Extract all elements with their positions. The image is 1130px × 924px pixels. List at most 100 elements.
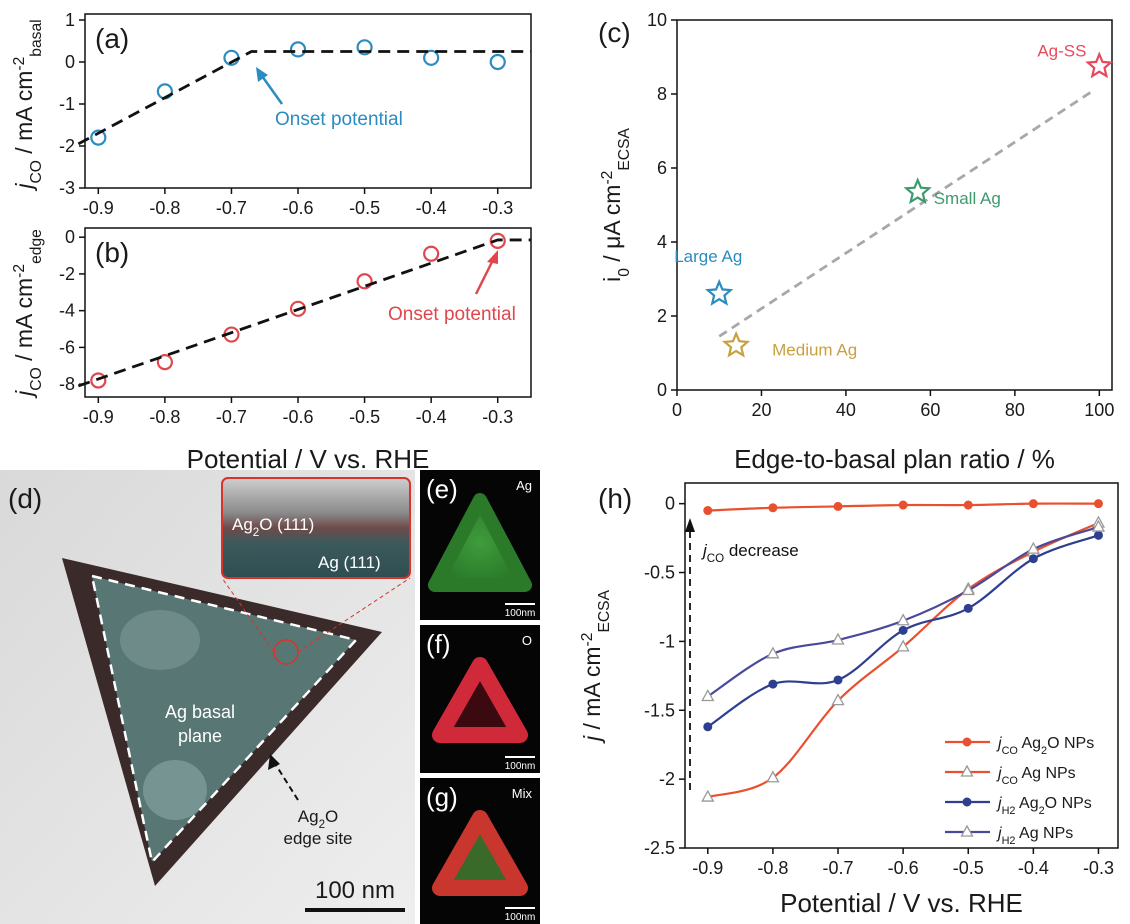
x-tick-label: 20 bbox=[751, 400, 771, 420]
y-axis-label-part: i bbox=[599, 277, 625, 282]
panel-e: (e) Ag 100nm bbox=[420, 470, 540, 620]
y-axis-label-part: / μA cm bbox=[599, 185, 625, 269]
x-axis-label: Potential / V vs. RHE bbox=[780, 888, 1023, 918]
marker bbox=[701, 689, 715, 702]
series-line bbox=[718, 90, 1092, 338]
legend-label: jH2 Ag NPs bbox=[996, 825, 1073, 847]
panel-label: (d) bbox=[8, 483, 42, 514]
x-tick-label: -0.7 bbox=[216, 198, 247, 218]
legend-marker bbox=[960, 764, 974, 777]
marker bbox=[1028, 499, 1038, 509]
y-axis-label-part: CO bbox=[28, 367, 45, 390]
zoom-line bbox=[221, 577, 275, 653]
marker bbox=[896, 613, 910, 626]
y-tick-label: 10 bbox=[647, 10, 667, 30]
x-tick-label: 40 bbox=[836, 400, 856, 420]
series-line bbox=[77, 238, 531, 388]
marker bbox=[423, 49, 440, 66]
marker bbox=[1093, 499, 1103, 509]
y-axis-label-part: -2 bbox=[11, 264, 28, 278]
y-tick-label: -2 bbox=[659, 769, 675, 789]
y-tick-label: -8 bbox=[59, 374, 75, 394]
marker bbox=[703, 506, 713, 516]
x-tick-label: -0.7 bbox=[822, 858, 853, 878]
marker bbox=[1028, 554, 1038, 564]
y-axis-label: jCO / mA cm-2edge bbox=[11, 229, 45, 399]
x-tick-label: 0 bbox=[672, 400, 682, 420]
edge-label: edge site bbox=[284, 829, 353, 848]
x-tick-label: -0.9 bbox=[83, 198, 114, 218]
marker bbox=[423, 245, 440, 262]
scale-label: 100nm bbox=[505, 608, 536, 619]
x-axis-label: Potential / V vs. RHE bbox=[187, 444, 430, 474]
x-tick-label: -0.8 bbox=[149, 198, 180, 218]
x-tick-label: -0.9 bbox=[692, 858, 723, 878]
element-label: Ag bbox=[516, 478, 532, 493]
edge-label: Ag2O bbox=[298, 807, 338, 831]
marker bbox=[831, 693, 845, 706]
y-tick-label: 0 bbox=[65, 227, 75, 247]
x-tick-label: -0.6 bbox=[282, 198, 313, 218]
x-tick-label: -0.4 bbox=[416, 407, 447, 427]
y-tick-label: 8 bbox=[657, 84, 667, 104]
y-tick-label: 0 bbox=[657, 380, 667, 400]
marker bbox=[766, 646, 780, 659]
basal-label: plane bbox=[178, 726, 222, 746]
x-tick-label: 80 bbox=[1005, 400, 1025, 420]
inset-label: Ag (111) bbox=[318, 553, 381, 572]
marker bbox=[963, 500, 973, 510]
scale-label: 100nm bbox=[505, 761, 536, 772]
marker bbox=[903, 177, 932, 205]
chart: -0.9 -0.8 -0.7 -0.6 -0.5 -0.4 -0.3 -2.5 -2 -1.5 -1… bbox=[579, 482, 1119, 918]
x-tick-label: -0.4 bbox=[1018, 858, 1049, 878]
y-axis-label-part: ECSA bbox=[616, 128, 633, 171]
y-tick-label: 2 bbox=[657, 306, 667, 326]
marker bbox=[768, 679, 778, 689]
annotation-arrow bbox=[260, 75, 284, 105]
y-axis-label-part: -2 bbox=[599, 171, 616, 185]
marker bbox=[489, 53, 506, 71]
panel-d: Ag2O (111) Ag (111) Ag basal plane Ag2O … bbox=[0, 470, 415, 924]
point-label: Ag-SS bbox=[1037, 41, 1086, 60]
x-tick-label: -0.5 bbox=[349, 407, 380, 427]
x-tick-label: -0.3 bbox=[482, 198, 513, 218]
panel-f: (f) O 100nm bbox=[420, 625, 540, 773]
y-tick-label: 6 bbox=[657, 158, 667, 178]
y-tick-label: -4 bbox=[59, 301, 75, 321]
legend-marker bbox=[962, 737, 972, 747]
marker bbox=[90, 372, 107, 389]
y-axis-label: j / mA cm-2ECSA bbox=[579, 589, 613, 744]
edge-arrow bbox=[273, 761, 299, 801]
y-axis-label-part: 0 bbox=[616, 268, 633, 277]
y-axis-label-part: / mA cm bbox=[11, 278, 37, 367]
x-tick-label: -0.8 bbox=[757, 858, 788, 878]
y-axis-label-part: / mA cm bbox=[11, 71, 37, 160]
y-axis-label-part: -2 bbox=[11, 57, 28, 71]
annotation: Onset potential bbox=[275, 109, 403, 130]
contrast bbox=[143, 760, 207, 820]
panel-label: (b) bbox=[95, 237, 129, 268]
marker bbox=[90, 129, 107, 146]
marker bbox=[289, 41, 307, 58]
marker bbox=[1093, 530, 1103, 540]
y-axis-label-part: / mA cm bbox=[579, 646, 605, 735]
marker bbox=[701, 789, 715, 802]
y-tick-label: -2 bbox=[59, 136, 75, 156]
legend-label: jCO Ag2O NPs bbox=[996, 735, 1094, 757]
x-tick-label: -0.4 bbox=[416, 198, 447, 218]
x-tick-label: -0.5 bbox=[953, 858, 984, 878]
marker bbox=[896, 639, 910, 652]
outline bbox=[90, 574, 359, 865]
basal-label: Ag basal bbox=[165, 702, 235, 722]
y-tick-label: -2.5 bbox=[644, 838, 675, 858]
plot-frame bbox=[84, 13, 532, 189]
x-tick-label: -0.3 bbox=[482, 407, 513, 427]
y-axis-label-part: j bbox=[11, 183, 37, 192]
legend-marker bbox=[960, 824, 974, 837]
x-tick-label: 100 bbox=[1084, 400, 1114, 420]
x-axis-label: Edge-to-basal plan ratio / % bbox=[734, 444, 1055, 474]
scale-label: 100 nm bbox=[315, 877, 395, 904]
marker bbox=[1026, 541, 1040, 554]
